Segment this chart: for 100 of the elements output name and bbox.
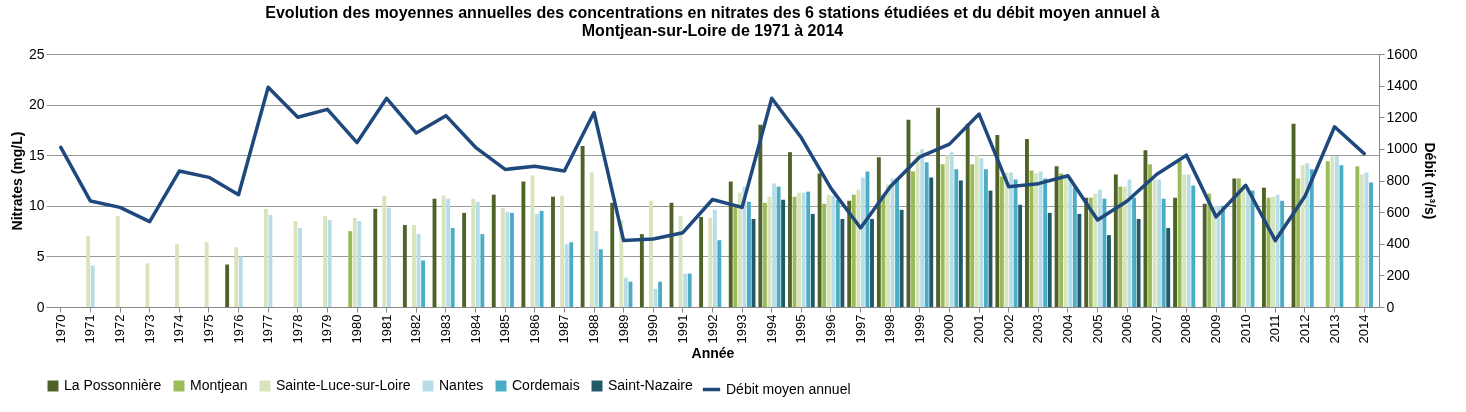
bar — [535, 213, 539, 307]
bar — [564, 244, 569, 307]
bar — [851, 194, 856, 307]
bar — [1355, 166, 1360, 307]
bar — [589, 172, 594, 307]
bar — [920, 149, 925, 307]
bar — [687, 273, 692, 307]
bar — [402, 225, 407, 307]
bar — [1093, 193, 1098, 307]
bar — [238, 256, 243, 307]
bar — [1241, 187, 1246, 307]
bar — [1339, 165, 1344, 307]
x-tick-label: 1978 — [289, 314, 305, 344]
bar — [373, 208, 378, 307]
bar — [797, 192, 802, 307]
x-tick-label: 1970 — [52, 314, 68, 344]
y2-tick-label: 200 — [1386, 266, 1411, 283]
bar — [1296, 178, 1301, 307]
bar — [623, 277, 628, 307]
bar — [352, 217, 357, 307]
x-tick-label: 2010 — [1237, 314, 1253, 344]
bar — [639, 234, 644, 307]
bar — [801, 192, 806, 307]
bar — [974, 155, 979, 307]
y-tick-label: 5 — [36, 247, 45, 264]
bar — [758, 124, 763, 307]
legend-label: Nantes — [439, 377, 484, 393]
line-series — [59, 85, 1366, 243]
bar — [847, 200, 852, 307]
chart-title: Evolution des moyennes annuelles des concentrations en nitrates des 6 stations étudiées et du débit moyen annuel à Montjean-sur-Loire de 1971 à 2014 — [265, 4, 1160, 39]
bar — [1186, 174, 1191, 307]
x-tick-label: 1994 — [763, 314, 779, 344]
bar — [826, 194, 831, 307]
legend-label: Débit moyen annuel — [726, 380, 851, 397]
bar — [598, 249, 603, 307]
bar — [1261, 187, 1266, 307]
bar — [412, 225, 416, 307]
bar — [1068, 177, 1073, 307]
bar — [115, 215, 120, 307]
bar — [788, 152, 792, 307]
x-tick-label: 2014 — [1356, 314, 1372, 344]
bar — [776, 186, 781, 307]
bar — [810, 213, 815, 307]
bar — [446, 198, 451, 307]
bar — [954, 169, 959, 307]
bar — [225, 264, 230, 307]
bar — [835, 199, 840, 307]
bar — [1232, 178, 1237, 307]
bar — [475, 201, 480, 307]
x-tick-label: 1997 — [852, 314, 868, 344]
x-tick-label: 1989 — [615, 314, 631, 344]
bar — [471, 198, 476, 307]
bar — [958, 180, 963, 307]
bar — [1325, 161, 1330, 307]
bar — [1009, 172, 1013, 307]
bar — [1220, 205, 1225, 307]
bar — [1173, 197, 1177, 307]
bar — [263, 208, 268, 307]
bar — [145, 263, 150, 307]
y2-axis-title: Débit (m³/s) — [1421, 142, 1438, 220]
bar — [327, 219, 332, 307]
bar — [1097, 189, 1102, 307]
x-tick-label: 1977 — [260, 314, 276, 344]
bar — [1305, 163, 1310, 307]
bar — [1084, 197, 1089, 307]
bar — [1177, 161, 1182, 307]
legend-label: La Possonnière — [64, 377, 162, 393]
bar — [895, 178, 900, 307]
x-tick-label: 2000 — [941, 314, 957, 344]
x-tick-label: 2002 — [1000, 314, 1016, 344]
x-tick-label: 2007 — [1148, 314, 1164, 344]
x-tick-label: 2011 — [1267, 314, 1283, 343]
bar — [387, 207, 391, 307]
x-tick-label: 1991 — [674, 314, 690, 344]
bar — [1118, 186, 1123, 307]
y2-tick-label: 1200 — [1386, 108, 1418, 125]
bar — [1207, 193, 1212, 307]
x-tick-label: 1974 — [171, 314, 187, 344]
bar — [500, 207, 505, 307]
bar — [1059, 173, 1064, 307]
bar — [1038, 171, 1043, 307]
bar — [708, 217, 713, 307]
bar — [936, 107, 941, 307]
bar — [772, 183, 776, 307]
bar — [1334, 156, 1339, 307]
bar — [1191, 185, 1196, 307]
bar — [323, 215, 328, 307]
bar — [712, 209, 717, 307]
bar — [480, 234, 485, 307]
x-tick-label: 2004 — [1059, 314, 1075, 344]
bar — [822, 203, 827, 307]
y2-tick-label: 600 — [1386, 203, 1411, 220]
bar — [580, 146, 585, 307]
bar — [450, 228, 455, 307]
bar — [560, 195, 565, 307]
x-tick-label: 1975 — [200, 314, 216, 344]
bar — [551, 196, 555, 307]
bar — [521, 181, 526, 307]
legend-label: Montjean — [190, 377, 248, 393]
bar — [86, 236, 91, 307]
